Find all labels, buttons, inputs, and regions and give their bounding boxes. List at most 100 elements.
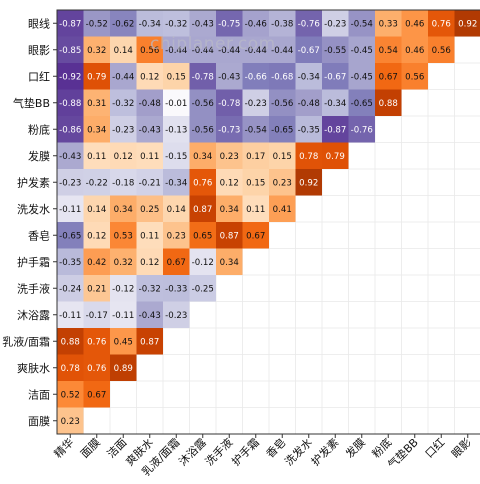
cell-value-label: 0.15	[246, 179, 265, 189]
cell-value-label: -0.11	[112, 311, 134, 321]
cell-value-label: 0.34	[193, 152, 212, 162]
cell-value-label: 0.31	[87, 99, 106, 109]
cell-value-label: -0.44	[165, 46, 187, 56]
cell-value-label: 0.11	[246, 205, 265, 215]
cell-value-label: 0.56	[405, 73, 424, 83]
cell-value-label: 0.67	[379, 73, 398, 83]
cell-value-label: -0.18	[112, 179, 134, 189]
cell-value-label: -0.62	[112, 20, 134, 30]
column-label: 沐浴露	[176, 436, 209, 469]
cell-value-label: -0.34	[139, 20, 161, 30]
row-label: 洗发水	[17, 202, 50, 216]
cell-value-label: -0.55	[324, 46, 346, 56]
cell-value-label: -0.12	[192, 258, 214, 268]
cell-value-label: 0.54	[379, 46, 398, 56]
cell-value-label: -0.46	[245, 20, 267, 30]
cell-value-label: -0.44	[112, 73, 134, 83]
cell-value-label: 0.15	[167, 73, 186, 83]
column-label: 口红	[423, 436, 448, 461]
row-label: 沐浴露	[17, 309, 50, 322]
cell-value-label: 0.89	[114, 364, 133, 374]
row-label: 香皂	[28, 228, 50, 242]
cell-value-label: -0.88	[59, 99, 81, 109]
row-label: 气垫BB	[13, 96, 50, 110]
cell-value-label: 0.87	[140, 338, 159, 348]
cell-value-label: -0.15	[165, 152, 187, 162]
cell-value-label: -0.25	[192, 285, 214, 295]
cell-value-label: -0.12	[112, 285, 134, 295]
row-label: 面膜	[28, 415, 50, 428]
cell-value-label: 0.79	[87, 73, 106, 83]
cell-value-label: 0.67	[87, 391, 106, 401]
cell-value-label: -0.78	[192, 73, 214, 83]
cell-value-label: 0.78	[299, 152, 318, 162]
cell-value-label: 0.14	[114, 46, 133, 56]
column-label: 护发素	[308, 435, 341, 468]
cell-value-label: 0.17	[246, 152, 265, 162]
cell-value-label: -0.65	[351, 99, 373, 109]
cell-value-label: -0.44	[218, 46, 240, 56]
cell-value-label: 0.67	[246, 232, 265, 242]
cell-value-label: 0.65	[193, 232, 212, 242]
row-label: 洗手液	[17, 281, 50, 295]
cell-value-label: -0.45	[351, 46, 373, 56]
cell-value-label: -0.76	[351, 126, 373, 136]
cell-value-label: -0.73	[218, 126, 240, 136]
cell-value-label: 0.14	[167, 205, 186, 215]
cell-value-label: -0.68	[271, 73, 293, 83]
cell-value-label: 0.11	[140, 152, 159, 162]
cell-value-label: 0.23	[220, 152, 239, 162]
cell-value-label: -0.21	[139, 179, 161, 189]
cell-value-label: 0.32	[114, 258, 133, 268]
cell-value-label: -0.17	[86, 311, 108, 321]
cell-value-label: 0.15	[273, 152, 292, 162]
cell-value-label: -0.32	[139, 285, 161, 295]
cell-value-label: 0.88	[61, 338, 80, 348]
cell-value-label: -0.86	[59, 126, 81, 136]
cell-value-label: 0.56	[432, 46, 451, 56]
cell-value-label: 0.32	[87, 46, 106, 56]
cell-value-label: -0.67	[298, 46, 320, 56]
cell-value-label: 0.45	[114, 338, 133, 348]
cell-value-label: 0.21	[87, 285, 106, 295]
cell-value-label: 0.11	[87, 152, 106, 162]
column-label: 洗手液	[202, 435, 235, 468]
cell-value-label: -0.23	[165, 311, 187, 321]
cell-value-label: 0.92	[299, 179, 318, 189]
cell-value-label: -0.43	[192, 20, 214, 30]
cell-value-label: -0.23	[324, 20, 346, 30]
cell-value-label: -0.38	[271, 20, 293, 30]
cell-value-label: -0.92	[59, 73, 81, 83]
cell-value-label: -0.56	[192, 126, 214, 136]
column-label: 气垫BB	[385, 435, 421, 471]
column-label: 发膜	[342, 435, 367, 460]
cell-value-label: 0.34	[114, 205, 133, 215]
cell-value-label: 0.76	[432, 20, 451, 30]
row-label: 发膜	[28, 149, 50, 163]
cell-value-label: -0.34	[324, 99, 346, 109]
cell-value-label: -0.11	[59, 311, 81, 321]
cell-value-label: -0.56	[271, 99, 293, 109]
cell-value-label: 0.42	[87, 258, 106, 268]
row-label: 粉底	[28, 122, 50, 136]
cell-value-label: 0.78	[61, 364, 80, 374]
cell-value-label: -0.35	[298, 126, 320, 136]
cell-value-label: 0.12	[220, 179, 239, 189]
cell-value-label: 0.76	[87, 364, 106, 374]
cell-value-label: -0.52	[86, 20, 108, 30]
cell-value-label: -0.45	[351, 73, 373, 83]
row-label: 护发素	[17, 175, 50, 189]
cell-value-label: 0.34	[220, 258, 239, 268]
cell-value-label: -0.56	[192, 99, 214, 109]
cell-value-label: -0.44	[245, 46, 267, 56]
cell-value-label: -0.54	[245, 126, 267, 136]
cell-value-label: -0.66	[245, 73, 267, 83]
cell-value-label: -0.48	[139, 99, 161, 109]
cell-value-label: -0.44	[192, 46, 214, 56]
cell-value-label: -0.32	[165, 20, 187, 30]
cell-value-label: 0.23	[61, 417, 80, 427]
cell-value-label: -0.54	[351, 20, 373, 30]
cell-value-label: -0.78	[218, 99, 240, 109]
